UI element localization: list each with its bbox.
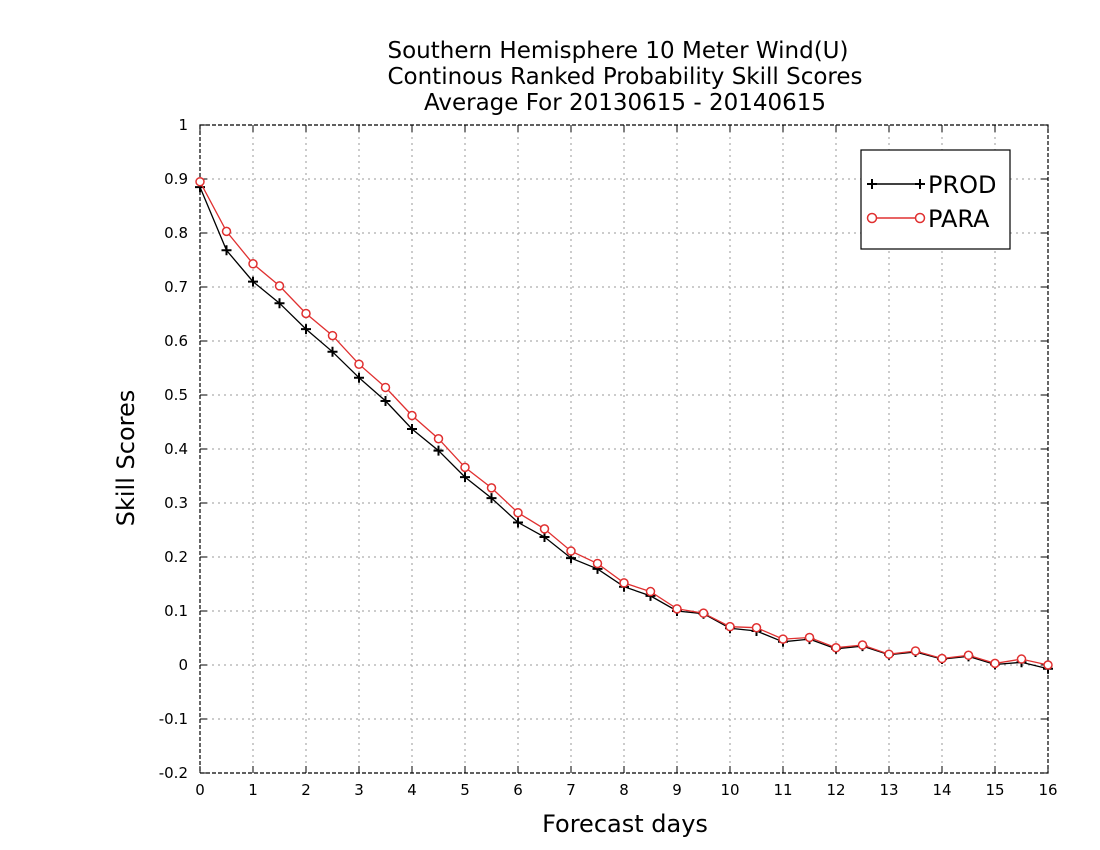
data-point-para <box>592 558 603 569</box>
x-tick-label: 14 <box>932 781 951 799</box>
legend: PROD PARA <box>860 149 1011 250</box>
data-point-para <box>539 524 550 534</box>
title-line-3: Average For 20130615 - 20140615 <box>424 90 826 116</box>
data-point-prod <box>433 445 444 456</box>
data-point-para <box>407 410 417 421</box>
data-point-para <box>248 259 258 269</box>
chart-title: Southern Hemisphere 10 Meter Wind(U) Con… <box>387 38 862 116</box>
title-line-1: Southern Hemisphere 10 Meter Wind(U) <box>388 38 849 64</box>
y-axis-label: Skill Scores <box>112 390 140 527</box>
data-point-prod <box>354 372 364 383</box>
data-point-para <box>884 649 894 659</box>
y-tick-label: 0.5 <box>164 386 188 404</box>
y-tick-label: 0 <box>178 656 188 674</box>
data-point-prod <box>539 532 550 543</box>
data-point-prod <box>460 472 470 483</box>
x-tick-label: 3 <box>354 781 364 799</box>
y-tick-label: 0.3 <box>164 494 188 512</box>
x-tick-label: 13 <box>879 781 898 799</box>
data-point-para <box>354 359 364 369</box>
axis-ticks: 0 1 2 3 4 5 6 7 8 9 10 11 12 13 14 15 1610.90.80.70.60.5… <box>159 116 1058 799</box>
y-tick-label: 0.6 <box>164 332 188 350</box>
data-point-para <box>619 578 629 588</box>
data-point-para <box>751 622 762 633</box>
x-tick-label: 2 <box>301 781 311 799</box>
data-point-para <box>274 281 285 291</box>
data-point-para <box>380 382 391 393</box>
x-tick-label: 12 <box>826 781 845 799</box>
data-point-prod <box>327 346 338 357</box>
data-point-para <box>566 546 576 556</box>
y-tick-label: 0.4 <box>164 440 188 458</box>
y-tick-label: 0.2 <box>164 548 188 566</box>
data-point-prod <box>301 324 311 335</box>
x-tick-label: 9 <box>672 781 682 799</box>
data-point-para <box>990 658 1000 669</box>
data-point-para <box>725 621 735 632</box>
data-point-para <box>1016 654 1027 664</box>
data-point-prod <box>486 493 497 504</box>
x-tick-label: 6 <box>513 781 523 799</box>
x-tick-label: 1 <box>248 781 258 799</box>
data-point-para <box>910 646 921 656</box>
x-tick-label: 7 <box>566 781 576 799</box>
x-tick-label: 10 <box>720 781 739 799</box>
data-point-para <box>698 608 709 618</box>
x-tick-label: 0 <box>195 781 205 799</box>
data-point-prod <box>274 298 285 309</box>
data-point-para <box>221 226 232 237</box>
data-point-para <box>1043 660 1053 670</box>
data-point-para <box>486 483 497 493</box>
x-tick-label: 5 <box>460 781 470 799</box>
data-point-para <box>195 176 205 187</box>
data-point-prod <box>380 395 391 406</box>
data-point-para <box>433 433 444 444</box>
series-line-para <box>199 181 1049 666</box>
grid-lines <box>200 125 1048 773</box>
data-point-prod <box>407 424 417 435</box>
data-point-para <box>831 642 841 653</box>
legend-para-label: PARA <box>928 205 990 233</box>
series-para <box>195 176 1053 670</box>
title-line-2: Continous Ranked Probability Skill Score… <box>387 64 862 90</box>
data-point-prod <box>248 276 258 287</box>
legend-para-marker-right <box>914 212 926 224</box>
x-tick-label: 16 <box>1038 781 1057 799</box>
legend-para-marker-left <box>866 212 878 224</box>
y-tick-label: 0.9 <box>164 170 188 188</box>
y-tick-label: 1 <box>178 116 188 134</box>
x-tick-label: 15 <box>985 781 1004 799</box>
x-tick-label: 4 <box>407 781 417 799</box>
data-point-para <box>460 462 470 473</box>
data-point-para <box>645 586 656 597</box>
data-point-para <box>963 650 974 661</box>
data-point-para <box>937 653 947 664</box>
y-tick-label: 0.1 <box>164 602 188 620</box>
y-tick-label: -0.1 <box>159 710 188 728</box>
series-line-prod <box>199 186 1049 670</box>
x-axis-label: Forecast days <box>542 810 708 838</box>
y-tick-label: 0.7 <box>164 278 188 296</box>
legend-prod-label: PROD <box>928 171 997 199</box>
x-tick-label: 11 <box>773 781 792 799</box>
data-point-prod <box>221 245 232 256</box>
data-point-para <box>672 604 682 614</box>
data-point-para <box>804 632 815 643</box>
y-tick-label: -0.2 <box>159 764 188 782</box>
data-point-prod <box>513 517 523 528</box>
y-tick-label: 0.8 <box>164 224 188 242</box>
data-series <box>195 176 1053 674</box>
data-point-para <box>513 507 523 518</box>
x-tick-label: 8 <box>619 781 629 799</box>
legend-box <box>860 149 1011 250</box>
data-point-para <box>301 308 311 319</box>
data-point-para <box>857 640 868 650</box>
legend-prod-marker <box>867 179 925 189</box>
data-point-para <box>778 634 788 644</box>
data-point-para <box>327 330 338 341</box>
